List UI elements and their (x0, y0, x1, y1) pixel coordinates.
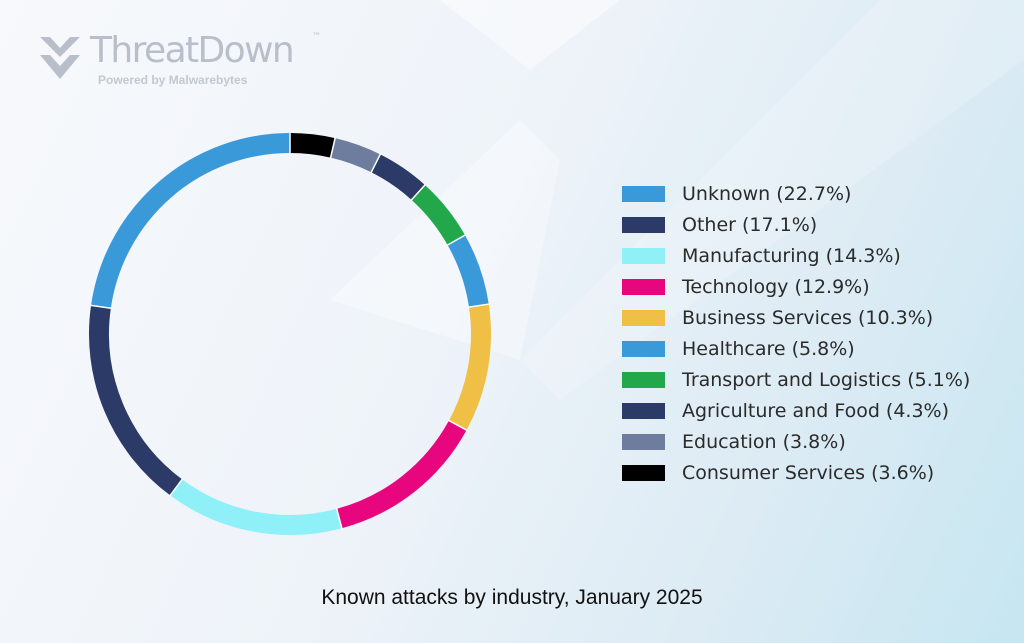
slice-unknown (91, 133, 291, 309)
legend-label: Healthcare (5.8%) (682, 337, 855, 360)
legend-item: Consumer Services (3.6%) (622, 457, 970, 488)
slice-transport-and-logistics (411, 185, 466, 246)
slice-separator (335, 507, 343, 530)
slice-business-services (448, 304, 491, 431)
legend-swatch (622, 216, 665, 233)
legend-label: Consumer Services (3.6%) (682, 461, 935, 484)
slice-manufacturing (170, 479, 342, 535)
slice-consumer-services (289, 133, 336, 158)
legend-item: Business Services (10.3%) (622, 302, 970, 333)
slice-agriculture-and-food (371, 154, 425, 200)
legend-swatch (622, 433, 665, 450)
legend-label: Agriculture and Food (4.3%) (682, 399, 950, 422)
legend-label: Business Services (10.3%) (682, 306, 934, 329)
threatdown-logo: ThreatDown ™ Powered by Malwarebytes (38, 30, 338, 90)
logo-tagline: Powered by Malwarebytes (98, 73, 248, 87)
slice-other (89, 305, 183, 496)
legend-swatch (622, 278, 665, 295)
legend-label: Other (17.1%) (682, 213, 818, 236)
legend-label: Manufacturing (14.3%) (682, 244, 901, 267)
chevron-logo-icon (40, 37, 80, 79)
legend-label: Transport and Logistics (5.1%) (682, 368, 971, 391)
legend-item: Other (17.1%) (622, 209, 970, 240)
legend-item: Transport and Logistics (5.1%) (622, 364, 970, 395)
slice-healthcare (447, 235, 489, 308)
chart-title: Known attacks by industry, January 2025 (321, 586, 703, 609)
legend-item: Technology (12.9%) (622, 271, 970, 302)
legend-swatch (622, 185, 665, 202)
donut-chart (89, 132, 491, 535)
legend-label: Technology (12.9%) (682, 275, 870, 298)
logo-trademark: ™ (312, 32, 321, 42)
slice-separator (467, 303, 490, 308)
legend-item: Unknown (22.7%) (622, 178, 970, 209)
chart-legend: Unknown (22.7%) Other (17.1%) Manufacturin… (622, 178, 970, 488)
legend-item: Manufacturing (14.3%) (622, 240, 970, 271)
legend-swatch (622, 371, 665, 388)
slice-separator (410, 183, 427, 202)
legend-item: Healthcare (5.8%) (622, 333, 970, 364)
legend-swatch (622, 309, 665, 326)
legend-swatch (622, 464, 665, 481)
legend-swatch (622, 340, 665, 357)
slice-separator (329, 136, 337, 159)
slice-separator (89, 304, 112, 310)
slice-education (330, 138, 381, 173)
slice-separator (447, 419, 468, 432)
slice-separator (169, 478, 184, 497)
legend-label: Education (3.8%) (682, 430, 846, 453)
slice-separator (370, 153, 382, 174)
slice-technology (336, 420, 467, 529)
legend-swatch (622, 402, 665, 419)
legend-swatch (622, 247, 665, 264)
logo-name: ThreatDown (90, 30, 295, 71)
slice-separator (446, 233, 467, 247)
legend-label: Unknown (22.7%) (682, 182, 852, 205)
legend-item: Agriculture and Food (4.3%) (622, 395, 970, 426)
legend-item: Education (3.8%) (622, 426, 970, 457)
